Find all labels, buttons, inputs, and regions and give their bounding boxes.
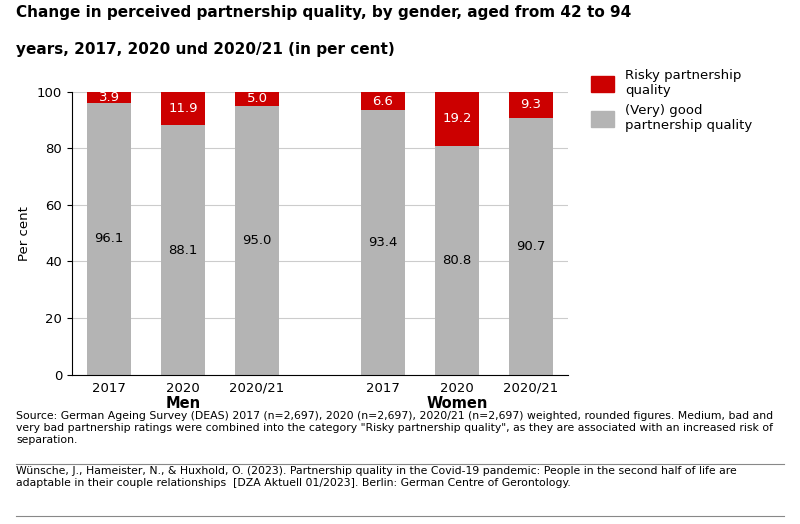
Bar <box>161 125 206 375</box>
Text: 96.1: 96.1 <box>94 232 124 245</box>
Text: 95.0: 95.0 <box>242 234 272 247</box>
Text: years, 2017, 2020 und 2020/21 (in per cent): years, 2017, 2020 und 2020/21 (in per ce… <box>16 42 394 57</box>
Text: Women: Women <box>426 396 488 411</box>
Y-axis label: Per cent: Per cent <box>18 206 31 260</box>
Text: Change in perceived partnership quality, by gender, aged from 42 to 94: Change in perceived partnership quality,… <box>16 5 631 20</box>
Text: 19.2: 19.2 <box>442 112 472 125</box>
Text: 11.9: 11.9 <box>168 102 198 115</box>
Text: 90.7: 90.7 <box>516 240 546 253</box>
Legend: Risky partnership
quality, (Very) good
partnership quality: Risky partnership quality, (Very) good p… <box>590 70 752 132</box>
Bar <box>161 92 206 125</box>
Bar <box>434 146 479 375</box>
Bar <box>509 92 553 118</box>
Bar <box>361 111 405 375</box>
Bar <box>434 92 479 146</box>
Text: 80.8: 80.8 <box>442 254 471 267</box>
Text: 88.1: 88.1 <box>168 244 198 257</box>
Text: Wünsche, J., Hameister, N., & Huxhold, O. (2023). Partnership quality in the Cov: Wünsche, J., Hameister, N., & Huxhold, O… <box>16 466 737 488</box>
Bar <box>87 103 131 375</box>
Text: 5.0: 5.0 <box>246 92 267 105</box>
Text: 9.3: 9.3 <box>521 99 542 112</box>
Text: 6.6: 6.6 <box>373 94 394 107</box>
Text: Source: German Ageing Survey (DEAS) 2017 (n=2,697), 2020 (n=2,697), 2020/21 (n=2: Source: German Ageing Survey (DEAS) 2017… <box>16 411 773 444</box>
Bar <box>235 106 279 375</box>
Text: 93.4: 93.4 <box>368 236 398 249</box>
Text: 3.9: 3.9 <box>98 91 119 104</box>
Bar <box>235 92 279 106</box>
Text: Men: Men <box>166 396 201 411</box>
Bar <box>509 118 553 375</box>
Bar <box>361 92 405 111</box>
Bar <box>87 92 131 103</box>
